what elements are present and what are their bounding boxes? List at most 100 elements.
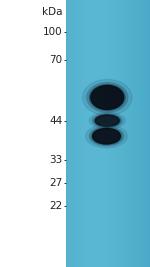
Bar [106,0,107,267]
Bar [114,0,115,267]
Bar [107,0,108,267]
Text: kDa: kDa [42,7,62,17]
Bar [92,0,93,267]
Bar [140,0,141,267]
Bar [75,0,76,267]
Bar [118,0,119,267]
Ellipse shape [94,115,120,127]
Bar [144,0,145,267]
Bar [93,0,94,267]
Text: 33: 33 [49,155,62,165]
Bar [119,0,120,267]
Bar [120,0,121,267]
Text: 70: 70 [49,55,62,65]
Ellipse shape [89,112,125,129]
Ellipse shape [91,85,124,109]
Bar [135,0,136,267]
Bar [100,0,101,267]
Bar [113,0,114,267]
Bar [128,0,129,267]
Bar [73,0,74,267]
Bar [102,0,103,267]
Bar [82,0,83,267]
Bar [118,0,119,267]
Bar [74,0,75,267]
Bar [146,0,147,267]
Bar [130,0,131,267]
Bar [87,0,88,267]
Ellipse shape [92,114,122,128]
Bar [94,0,95,267]
Bar [95,0,96,267]
Bar [115,0,116,267]
Bar [134,0,135,267]
Bar [136,0,137,267]
Bar [96,0,97,267]
Text: 22: 22 [49,201,62,211]
Bar [110,0,111,267]
Bar [69,0,70,267]
Bar [88,0,89,267]
Bar [138,0,139,267]
Ellipse shape [86,125,127,148]
Bar [108,0,109,267]
Bar [100,0,101,267]
Bar [68,0,69,267]
Bar [123,0,124,267]
Bar [143,0,144,267]
Bar [104,0,105,267]
Text: 44: 44 [49,116,62,127]
Bar [85,0,86,267]
Bar [84,0,85,267]
Bar [121,0,122,267]
Bar [122,0,123,267]
Bar [91,0,92,267]
Bar [86,0,87,267]
Bar [103,0,104,267]
Bar [109,0,110,267]
Bar [124,0,125,267]
Bar [127,0,128,267]
Ellipse shape [91,128,122,145]
Text: 27: 27 [49,178,62,188]
Bar [90,0,91,267]
Bar [111,0,112,267]
Ellipse shape [82,79,132,115]
Bar [89,0,90,267]
Ellipse shape [95,115,119,126]
Bar [129,0,130,267]
Bar [145,0,146,267]
Ellipse shape [89,127,124,146]
Bar [148,0,149,267]
Bar [97,0,98,267]
Bar [137,0,138,267]
Bar [133,0,134,267]
Bar [131,0,132,267]
Bar [139,0,140,267]
Bar [132,0,133,267]
Bar [98,0,99,267]
Bar [105,0,106,267]
Bar [81,0,82,267]
Bar [72,0,73,267]
Bar [101,0,102,267]
Bar [83,0,84,267]
Ellipse shape [93,128,120,144]
Ellipse shape [87,83,128,112]
Bar [112,0,113,267]
Bar [77,0,78,267]
Ellipse shape [89,84,125,111]
Bar [116,0,117,267]
Bar [71,0,72,267]
Bar [136,0,137,267]
Bar [80,0,81,267]
Bar [125,0,126,267]
Bar [78,0,79,267]
Bar [142,0,143,267]
Bar [126,0,127,267]
Bar [99,0,100,267]
Bar [67,0,68,267]
Text: 100: 100 [43,27,62,37]
Bar [117,0,118,267]
Bar [141,0,142,267]
